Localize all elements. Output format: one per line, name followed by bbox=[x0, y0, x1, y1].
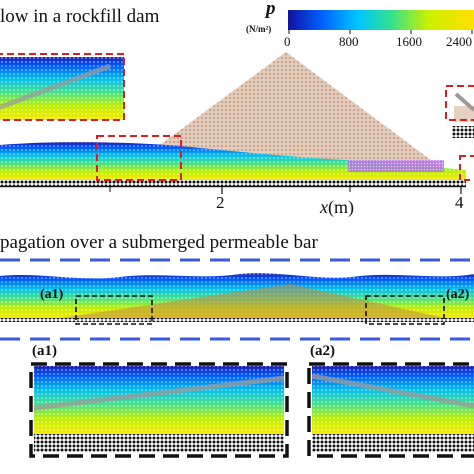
permeable-bar bbox=[60, 284, 445, 318]
panel-b bbox=[0, 258, 474, 341]
x-tick-2: 2 bbox=[216, 193, 225, 212]
colorbar-gradient bbox=[288, 10, 474, 30]
inset-a1 bbox=[29, 362, 289, 458]
x-axis-symbol: x bbox=[320, 197, 328, 217]
inset-label-a2: (a2) bbox=[310, 343, 335, 359]
panel-b-label-a2: (a2) bbox=[446, 287, 470, 302]
highlight-box-toe bbox=[96, 135, 182, 181]
colorbar-tick-3: 2400 bbox=[446, 34, 472, 49]
highlight-box-a1 bbox=[75, 295, 153, 325]
inset-upstream bbox=[0, 53, 125, 121]
colorbar-tick-2: 1600 bbox=[396, 34, 422, 49]
panel-b-label-a1: (a1) bbox=[40, 287, 64, 302]
panel-a bbox=[0, 52, 474, 194]
inset-label-a1: (a1) bbox=[32, 343, 57, 359]
colorbar-tick-1: 800 bbox=[339, 34, 359, 49]
panel-a-title: low in a rockfill dam bbox=[0, 6, 160, 27]
panel-b-title: pagation over a submerged permeable bar bbox=[0, 232, 318, 253]
colorbar bbox=[288, 10, 474, 34]
colorbar-symbol: p bbox=[266, 0, 276, 19]
colorbar-tick-0: 0 bbox=[284, 34, 291, 49]
inset-downstream bbox=[445, 85, 474, 138]
x-axis-label: x(m) bbox=[320, 197, 354, 218]
inset-a2 bbox=[307, 362, 474, 458]
rockfill-dam bbox=[115, 52, 455, 178]
bed-particles-b bbox=[0, 318, 474, 322]
bed-particles bbox=[0, 180, 466, 186]
highlight-box-right bbox=[459, 155, 474, 181]
boundary-particles bbox=[348, 160, 444, 172]
x-axis-unit: (m) bbox=[328, 197, 354, 217]
highlight-box-a2 bbox=[365, 295, 445, 325]
colorbar-unit: (N/m²) bbox=[246, 24, 272, 34]
x-tick-4: 4 bbox=[455, 193, 464, 212]
